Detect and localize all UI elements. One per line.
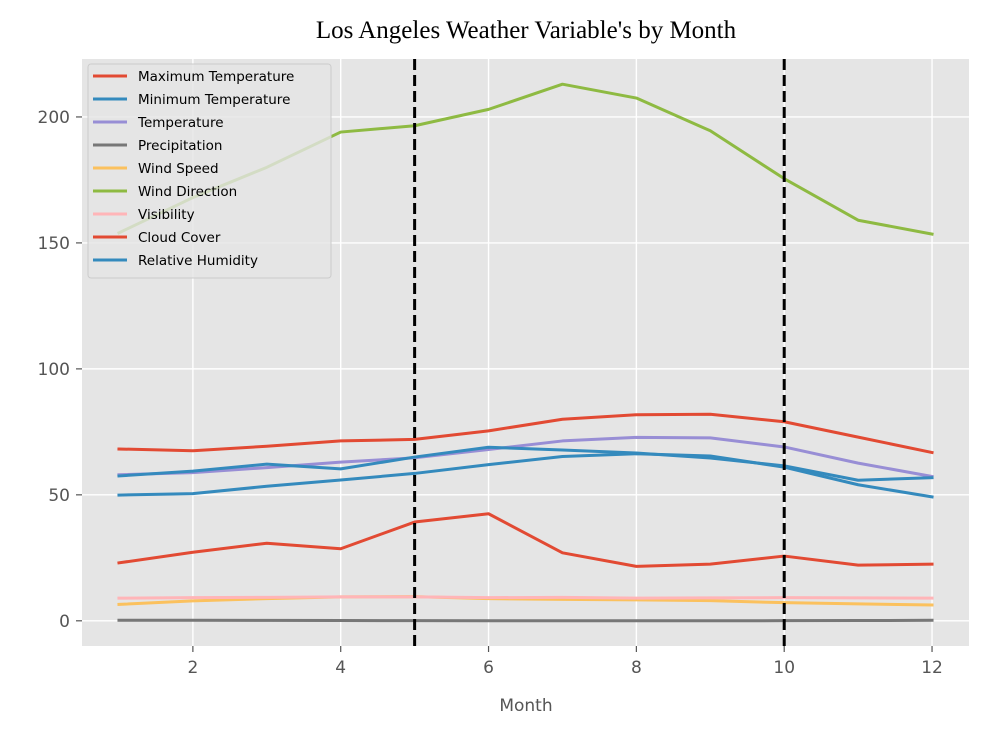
legend-label: Precipitation <box>138 138 222 154</box>
legend-label: Temperature <box>137 115 224 131</box>
legend-label: Relative Humidity <box>138 253 258 269</box>
legend-label: Wind Speed <box>138 161 219 177</box>
x-tick-label: 12 <box>921 658 943 678</box>
x-tick-label: 4 <box>335 658 346 678</box>
legend-label: Cloud Cover <box>138 230 221 246</box>
legend-label: Maximum Temperature <box>138 69 294 85</box>
x-tick-label: 2 <box>187 658 198 678</box>
y-tick-label: 50 <box>48 486 70 506</box>
y-tick-label: 100 <box>38 360 70 380</box>
legend-label: Visibility <box>138 207 195 223</box>
x-tick-label: 10 <box>773 658 795 678</box>
x-tick-label: 8 <box>631 658 642 678</box>
legend-label: Minimum Temperature <box>138 92 290 108</box>
legend-label: Wind Direction <box>138 184 237 200</box>
y-tick-label: 0 <box>59 612 70 632</box>
x-axis-label: Month <box>499 696 552 716</box>
x-tick-label: 6 <box>483 658 494 678</box>
y-tick-label: 200 <box>38 108 70 128</box>
chart-title: Los Angeles Weather Variable's by Month <box>316 17 737 44</box>
series-line <box>119 597 932 598</box>
y-tick-label: 150 <box>38 234 70 254</box>
